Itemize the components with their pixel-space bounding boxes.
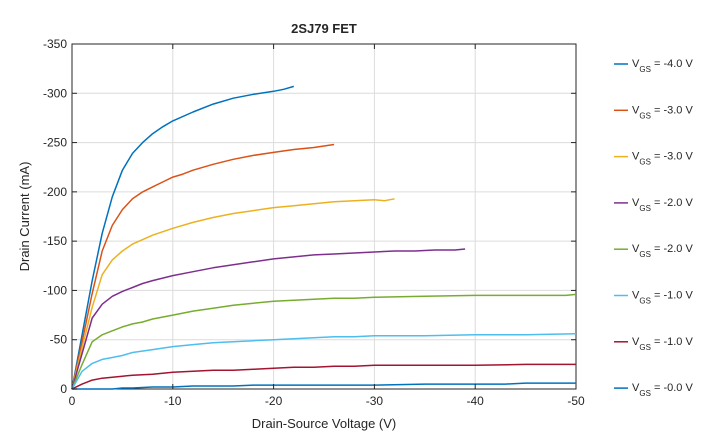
x-tick-label: -30	[366, 394, 384, 408]
series-line-1	[71, 85, 295, 390]
y-tick-label: 0	[60, 382, 67, 396]
legend-entry-8: VGS = -0.0 V	[632, 382, 693, 398]
y-tick-label: -300	[43, 86, 67, 100]
x-tick-label: 0	[69, 394, 76, 408]
legend-entry-5: VGS = -2.0 V	[632, 243, 693, 259]
chart-title: 2SJ79 FET	[291, 21, 357, 36]
series-line-5	[71, 293, 577, 390]
y-tick-label: -350	[43, 37, 67, 51]
y-tick-label: -250	[43, 136, 67, 150]
y-tick-label: -150	[43, 234, 67, 248]
legend-entry-3: VGS = -3.0 V	[632, 151, 693, 167]
x-tick-label: -50	[567, 394, 585, 408]
legend-entry-1: VGS = -4.0 V	[632, 58, 693, 74]
y-tick-label: -100	[43, 283, 67, 297]
series-line-8	[72, 382, 576, 390]
series-line-6	[71, 333, 577, 390]
plot-frame	[71, 43, 577, 390]
grid	[72, 44, 576, 389]
legend-entry-2: VGS = -3.0 V	[632, 104, 693, 120]
series-line-7	[71, 363, 576, 390]
series-line-3	[71, 198, 395, 390]
x-axis-ticks: 0 -10 -20 -30 -40 -50	[69, 44, 585, 408]
legend: VGS = -4.0 V VGS = -3.0 V VGS = -3.0 V VGS …	[614, 58, 693, 398]
y-tick-label: -50	[50, 333, 68, 347]
y-tick-label: -200	[43, 185, 67, 199]
y-axis-ticks: 0 -50 -100 -150 -200 -250 -300 -350	[43, 37, 576, 396]
x-tick-label: -40	[467, 394, 485, 408]
legend-entry-4: VGS = -2.0 V	[632, 197, 693, 213]
legend-entry-7: VGS = -1.0 V	[632, 336, 693, 352]
series-line-2	[71, 143, 335, 390]
series-line-4	[71, 248, 466, 390]
x-tick-label: -10	[164, 394, 182, 408]
x-tick-label: -20	[265, 394, 283, 408]
y-axis-label: Drain Current (mA)	[17, 162, 32, 272]
series-layer	[71, 85, 577, 390]
legend-entry-6: VGS = -1.0 V	[632, 290, 693, 306]
x-axis-label: Drain-Source Voltage (V)	[252, 416, 397, 431]
